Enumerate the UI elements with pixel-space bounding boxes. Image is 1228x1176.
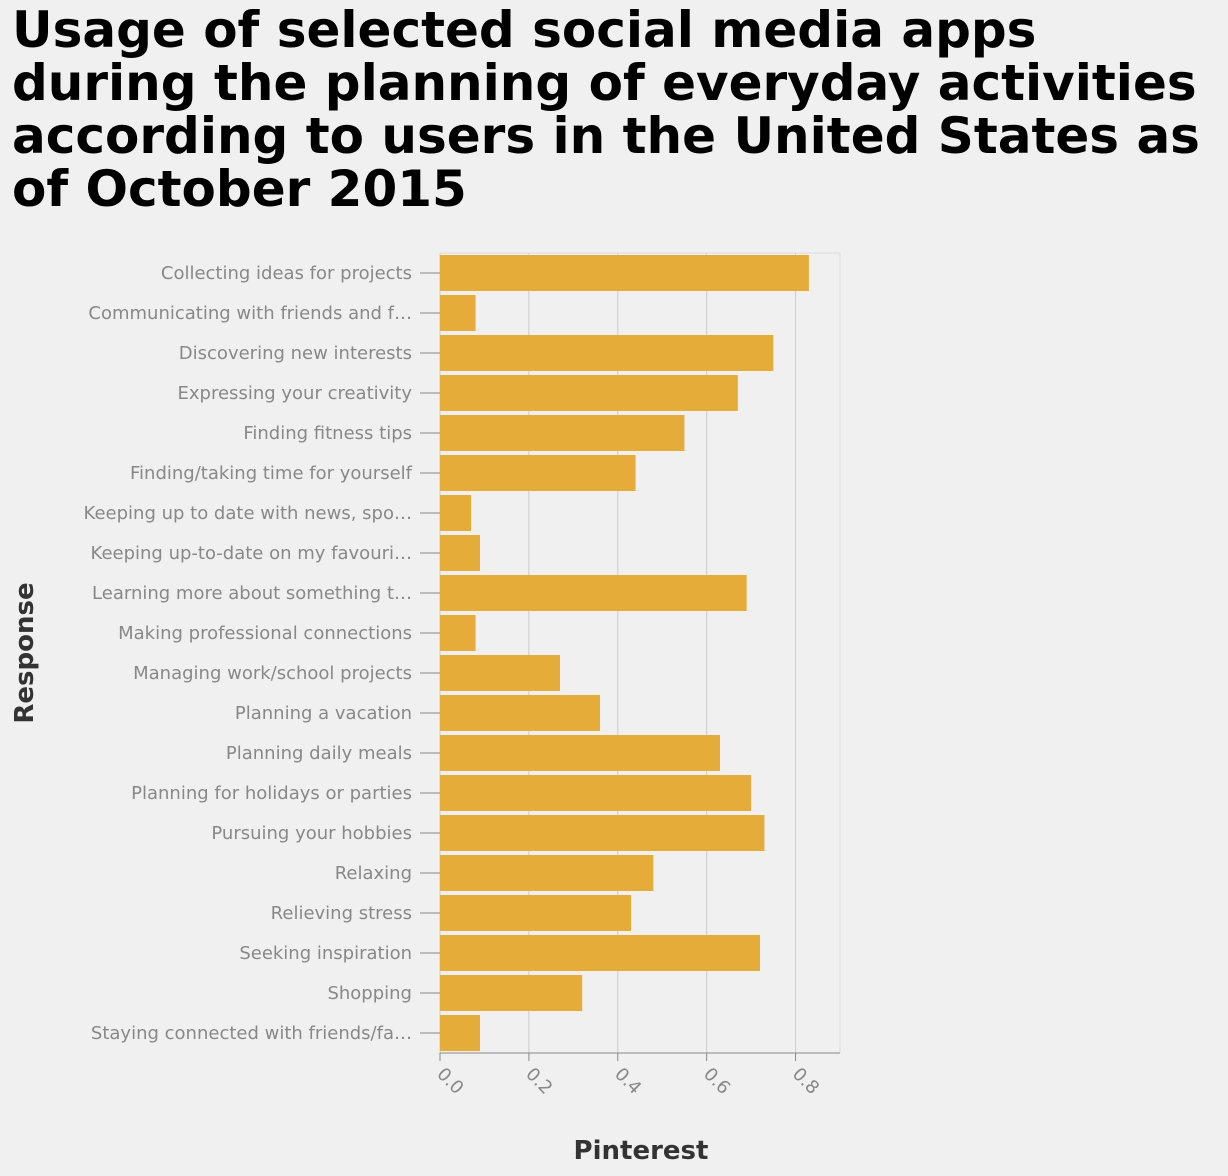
y-tick-label: Making professional connections — [118, 623, 412, 644]
bar — [440, 535, 480, 571]
y-tick-label: Relieving stress — [271, 903, 412, 924]
y-tick-label: Expressing your creativity — [178, 383, 413, 404]
y-tick-label: Discovering new interests — [179, 343, 412, 364]
grid-lines — [439, 252, 841, 1053]
bar — [440, 695, 600, 731]
bar — [440, 375, 738, 411]
bar — [440, 895, 632, 931]
y-tick-label: Communicating with friends and f… — [88, 303, 412, 324]
y-axis: Collecting ideas for projects Communicati… — [84, 263, 440, 1044]
bar — [440, 815, 765, 851]
y-tick-label: Keeping up-to-date on my favouri… — [91, 543, 412, 564]
bar — [440, 295, 476, 331]
bar — [440, 975, 583, 1011]
bar — [440, 455, 636, 491]
y-tick-label: Keeping up to date with news, spo… — [84, 503, 412, 524]
bar — [440, 855, 654, 891]
bar — [440, 495, 472, 531]
x-tick-label: 0.4 — [610, 1064, 645, 1099]
y-tick-label: Staying connected with friends/fa… — [91, 1023, 412, 1044]
y-tick-label: Planning daily meals — [226, 743, 412, 764]
x-tick-label: 0.2 — [521, 1064, 556, 1099]
x-tick-label: 0.0 — [432, 1064, 467, 1099]
y-axis-title: Response — [10, 582, 40, 723]
y-tick-label: Shopping — [327, 983, 412, 1004]
y-tick-label: Planning for holidays or parties — [131, 783, 412, 804]
bar — [440, 415, 685, 451]
bars — [440, 255, 809, 1051]
y-tick-label: Pursuing your hobbies — [211, 823, 412, 844]
x-tick-label: 0.6 — [699, 1064, 734, 1099]
x-axis-title: Pinterest — [574, 1136, 709, 1166]
chart-title: Usage of selected social media apps duri… — [12, 1, 1200, 218]
bar — [440, 575, 747, 611]
y-tick-label: Relaxing — [335, 863, 412, 884]
y-tick-label: Learning more about something t… — [92, 583, 412, 604]
y-tick-label: Finding/taking time for yourself — [130, 463, 413, 484]
bar — [440, 255, 809, 291]
bar — [440, 655, 560, 691]
y-tick-label: Finding fitness tips — [243, 423, 412, 444]
x-tick-label: 0.8 — [788, 1064, 823, 1099]
x-axis: 0.0 0.2 0.4 0.6 0.8 — [432, 1052, 840, 1099]
bar — [440, 735, 720, 771]
bar — [440, 935, 760, 971]
y-tick-label: Managing work/school projects — [133, 663, 412, 684]
bar — [440, 615, 476, 651]
bar — [440, 335, 774, 371]
y-tick-label: Planning a vacation — [235, 703, 412, 724]
y-tick-label: Seeking inspiration — [239, 943, 412, 964]
bar — [440, 1015, 480, 1051]
y-tick-label: Collecting ideas for projects — [161, 263, 412, 284]
bar — [440, 775, 752, 811]
